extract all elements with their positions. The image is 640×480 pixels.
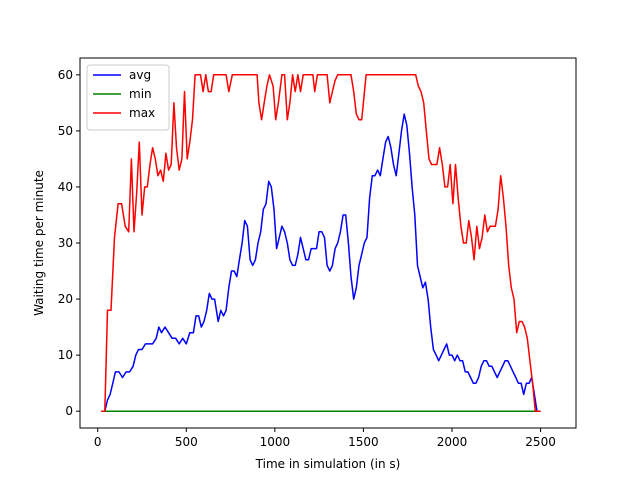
- y-tick-label: 10: [58, 348, 73, 362]
- x-axis-label: Time in simulation (in s): [255, 457, 401, 471]
- y-tick-label: 20: [58, 292, 73, 306]
- legend-label-max: max: [129, 106, 155, 120]
- legend-label-avg: avg: [129, 68, 151, 82]
- series-layer: [101, 74, 541, 412]
- x-tick-label: 500: [175, 435, 198, 449]
- legend-label-min: min: [129, 87, 152, 101]
- y-tick-label: 30: [58, 236, 73, 250]
- x-tick-label: 0: [94, 435, 102, 449]
- y-tick-label: 50: [58, 124, 73, 138]
- y-tick-label: 60: [58, 68, 73, 82]
- y-tick-label: 40: [58, 180, 73, 194]
- y-tick-label: 0: [65, 404, 73, 418]
- y-axis: 0 10 20 30 40 50 60: [58, 68, 80, 418]
- x-tick-label: 2000: [437, 435, 468, 449]
- series-line-max: [101, 74, 541, 412]
- series-line-avg: [101, 113, 541, 412]
- x-tick-label: 2500: [525, 435, 556, 449]
- y-axis-label: Waiting time per minute: [32, 170, 46, 316]
- x-tick-label: 1000: [260, 435, 291, 449]
- x-axis: 0 500 1000 1500 2000 2500: [94, 428, 556, 449]
- x-tick-label: 1500: [348, 435, 379, 449]
- legend: avg min max: [86, 64, 170, 131]
